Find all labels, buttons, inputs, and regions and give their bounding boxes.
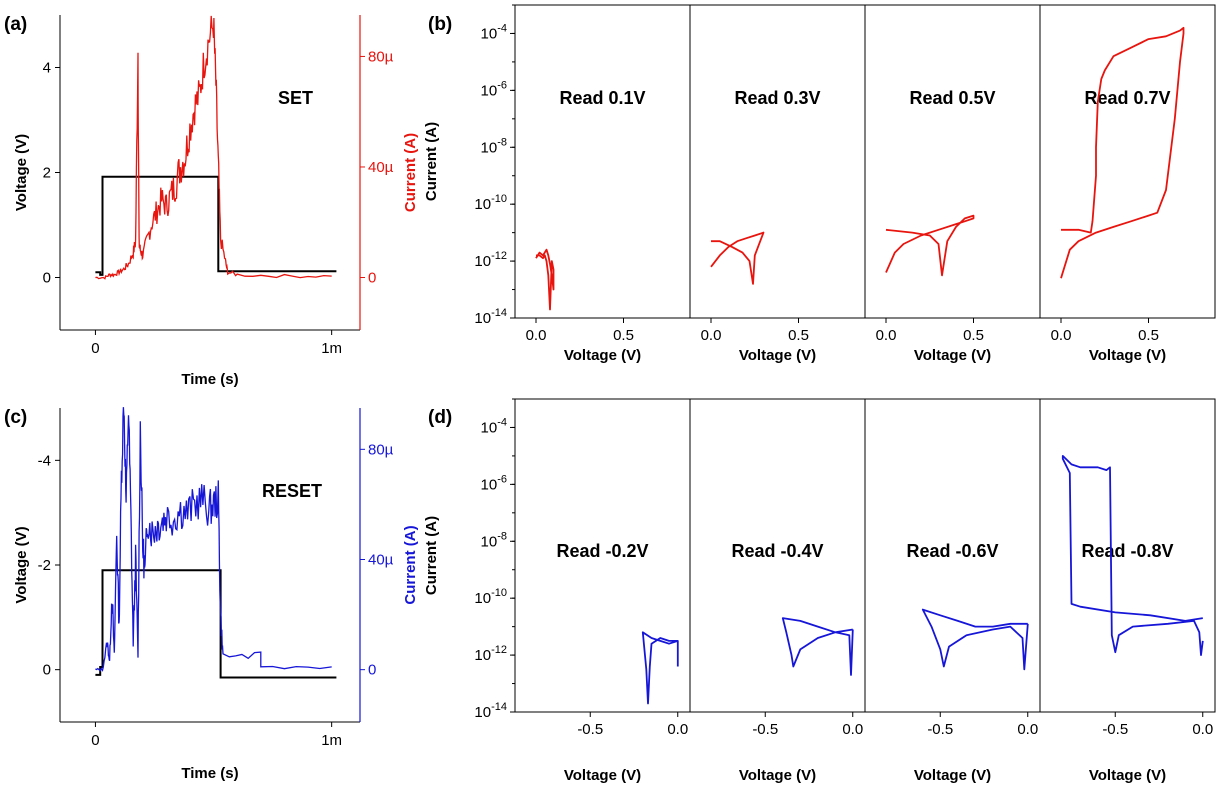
iv-curve-b [1060, 26, 1185, 279]
y-tick-label-d: 10-6 [481, 473, 507, 493]
x-tick-label-b: 0.0 [526, 327, 547, 344]
x-tick-label-d: 0.0 [667, 721, 688, 738]
panel-label-c: (c) [4, 407, 27, 428]
annotation-c: RESET [262, 481, 322, 501]
x-tick-label-b: 0.5 [1138, 327, 1159, 344]
y-tick-label-b: 10-8 [481, 136, 507, 156]
panel-label-a: (a) [4, 14, 27, 35]
read-label-d: Read -0.6V [906, 541, 998, 561]
y2-tick-label-a: 0 [368, 270, 376, 287]
y-tick-label-d: 10-14 [474, 701, 507, 721]
annotation-a: SET [278, 88, 313, 108]
x-axis-title-c: Time (s) [181, 765, 238, 782]
x-tick-label-d: 0.0 [1192, 721, 1213, 738]
x-tick-label-d: -0.5 [927, 721, 953, 738]
iv-curve-d [1061, 454, 1204, 656]
y-tick-label-b: 10-4 [481, 22, 507, 42]
read-label-d: Read -0.2V [556, 541, 648, 561]
x-tick-label-b: 0.0 [1051, 327, 1072, 344]
iv-curve-d [781, 617, 854, 676]
panel-label-d: (d) [428, 407, 452, 428]
figure-layer: 0 1m 0 2 4 0 40µ 80µ (a) SET Time (s) Voltage (V) Cu… [4, 4, 1216, 784]
x-tick-label-c: 0 [91, 732, 99, 749]
y-tick-label-c: 0 [43, 662, 51, 679]
y-axis-title-a: Voltage (V) [13, 134, 30, 211]
x-tick-label-d: 0.0 [1017, 721, 1038, 738]
x-tick-label-b: 0.5 [963, 327, 984, 344]
y2-axis-title-a: Current (A) [402, 133, 419, 212]
read-label-b: Read 0.1V [559, 88, 645, 108]
current-trace-a [95, 15, 332, 280]
y-tick-label-b: 10-10 [474, 193, 507, 213]
x-axis-title-d: Voltage (V) [739, 767, 816, 784]
read-label-d: Read -0.4V [731, 541, 823, 561]
iv-curve-b [885, 214, 975, 277]
read-label-b: Read 0.5V [909, 88, 995, 108]
y2-tick-label-c: 0 [368, 662, 376, 679]
y-tick-label-d: 10-10 [474, 587, 507, 607]
y-tick-label-a: 2 [43, 165, 51, 182]
read-label-b: Read 0.7V [1084, 88, 1170, 108]
y-tick-label-d: 10-4 [481, 416, 507, 436]
x-tick-label-d: -0.5 [752, 721, 778, 738]
y-axis-title-c: Voltage (V) [13, 526, 30, 603]
y-tick-label-b: 10-6 [481, 79, 507, 99]
x-axis-title-d: Voltage (V) [914, 767, 991, 784]
y-axis-title-d: Current (A) [423, 516, 440, 595]
y2-tick-label-a: 40µ [368, 159, 394, 176]
voltage-trace-c [95, 569, 337, 679]
x-tick-label-d: -0.5 [577, 721, 603, 738]
x-tick-label-c: 1m [321, 732, 342, 749]
y2-tick-label-c: 80µ [368, 441, 394, 458]
x-tick-label-a: 1m [321, 340, 342, 357]
y-axis-title-b: Current (A) [423, 122, 440, 201]
y2-axis-title-c: Current (A) [402, 525, 419, 604]
iv-curve-d [921, 608, 1029, 671]
read-label-d: Read -0.8V [1081, 541, 1173, 561]
y-tick-label-d: 10-12 [474, 644, 507, 664]
x-tick-label-b: 0.0 [701, 327, 722, 344]
y-tick-label-c: -4 [38, 452, 51, 469]
y-tick-label-b: 10-14 [474, 307, 507, 327]
x-axis-title-b: Voltage (V) [739, 347, 816, 364]
y2-tick-label-a: 80µ [368, 48, 394, 65]
y2-tick-label-c: 40µ [368, 551, 394, 568]
panel-label-b: (b) [428, 14, 452, 35]
x-tick-label-d: 0.0 [842, 721, 863, 738]
iv-curve-b [535, 248, 555, 311]
iv-curve-b [710, 231, 765, 285]
y-tick-label-d: 10-8 [481, 530, 507, 550]
x-tick-label-b: 0.0 [876, 327, 897, 344]
x-tick-label-a: 0 [91, 340, 99, 357]
x-axis-title-b: Voltage (V) [564, 347, 641, 364]
x-axis-title-b: Voltage (V) [914, 347, 991, 364]
read-label-b: Read 0.3V [734, 88, 820, 108]
y-tick-label-a: 4 [43, 60, 51, 77]
x-tick-label-d: -0.5 [1102, 721, 1128, 738]
y-tick-label-c: -2 [38, 557, 51, 574]
x-axis-title-d: Voltage (V) [564, 767, 641, 784]
iv-curve-d [641, 631, 679, 705]
current-trace-c [95, 407, 332, 672]
x-axis-title-b: Voltage (V) [1089, 347, 1166, 364]
y-tick-label-b: 10-12 [474, 250, 507, 270]
x-axis-title-a: Time (s) [181, 371, 238, 388]
x-tick-label-b: 0.5 [613, 327, 634, 344]
x-tick-label-b: 0.5 [788, 327, 809, 344]
x-axis-title-d: Voltage (V) [1089, 767, 1166, 784]
y-tick-label-a: 0 [43, 270, 51, 287]
voltage-trace-a [95, 175, 337, 276]
